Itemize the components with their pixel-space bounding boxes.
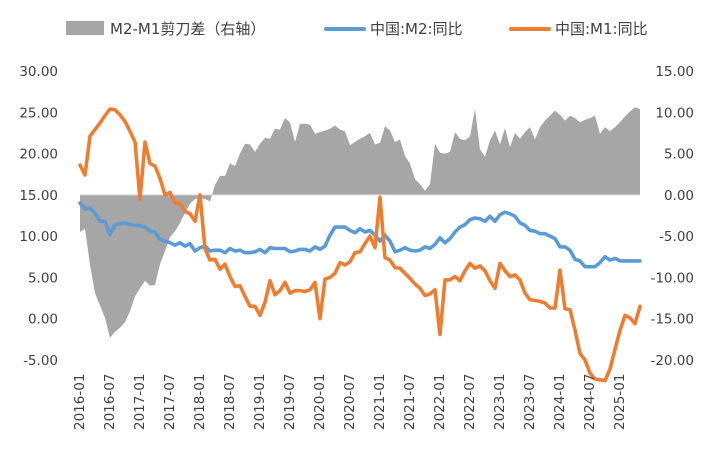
x-axis-tick-label: 2016-01 <box>72 374 88 430</box>
left-axis-tick-label: 5.00 <box>28 270 58 286</box>
legend-label-m2: 中国:M2:同比 <box>370 20 463 38</box>
right-axis-tick-label: -15.00 <box>650 312 694 328</box>
left-axis-tick-label: 0.00 <box>28 312 58 328</box>
x-axis-tick-label: 2022-01 <box>432 374 448 430</box>
left-axis-tick-label: -5.00 <box>23 353 58 369</box>
x-axis-tick-label: 2019-07 <box>282 374 298 430</box>
x-axis-tick-label: 2017-01 <box>132 374 148 430</box>
x-axis-tick-label: 2023-01 <box>492 374 508 430</box>
x-axis-tick-label: 2024-07 <box>582 374 598 430</box>
legend: M2-M1剪刀差（右轴） 中国:M2:同比 中国:M1:同比 <box>66 20 648 38</box>
x-axis-tick-label: 2023-07 <box>522 374 538 430</box>
x-axis-tick-label: 2020-01 <box>312 374 328 430</box>
right-axis-tick-label: 5.00 <box>664 147 694 163</box>
x-axis-tick-label: 2016-07 <box>102 374 118 430</box>
x-axis-tick-label: 2024-01 <box>552 374 568 430</box>
left-axis-tick-label: 20.00 <box>19 147 58 163</box>
right-axis-tick-label: 0.00 <box>664 188 694 204</box>
right-axis-tick-label: -10.00 <box>650 270 694 286</box>
left-axis-tick-label: 30.00 <box>19 64 58 80</box>
left-axis-tick-label: 15.00 <box>19 188 58 204</box>
x-axis-tick-label: 2019-01 <box>252 374 268 430</box>
left-axis-tick-label: 25.00 <box>19 105 58 121</box>
left-axis-tick-label: 10.00 <box>19 229 58 245</box>
right-axis-tick-label: 15.00 <box>655 64 694 80</box>
x-axis-tick-label: 2022-07 <box>462 374 478 430</box>
x-axis-tick-label: 2018-07 <box>222 374 238 430</box>
x-axis-tick-label: 2017-07 <box>162 374 178 430</box>
x-axis-tick-label: 2025-01 <box>612 374 628 430</box>
right-axis-tick-label: -5.00 <box>659 229 694 245</box>
line-series-m1-yoy <box>78 107 642 383</box>
line-series-m2-yoy <box>78 201 642 269</box>
area-series-m2-m1-spread <box>80 107 640 338</box>
x-axis-tick-label: 2021-07 <box>402 374 418 430</box>
x-axis-tick-label: 2021-01 <box>372 374 388 430</box>
right-axis-tick-label: 10.00 <box>655 105 694 121</box>
legend-label-m1: 中国:M1:同比 <box>555 20 648 38</box>
x-axis-tick-label: 2020-07 <box>342 374 358 430</box>
legend-swatch-spread <box>66 21 104 35</box>
right-axis-tick-label: -20.00 <box>650 353 694 369</box>
x-axis-tick-label: 2018-01 <box>192 374 208 430</box>
legend-label-spread: M2-M1剪刀差（右轴） <box>110 20 265 38</box>
